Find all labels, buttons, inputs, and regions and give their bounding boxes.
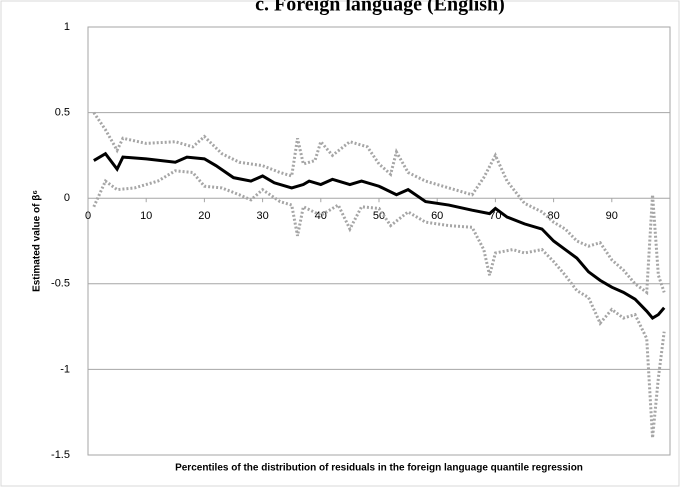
x-tick-label: 10	[140, 210, 152, 222]
x-axis-label: Percentiles of the distribution of resid…	[175, 463, 583, 474]
x-tick-label: 20	[198, 210, 210, 222]
y-tick-label: 1	[64, 21, 70, 33]
y-tick-label: -1.5	[51, 449, 70, 461]
x-tick-label: 0	[85, 210, 91, 222]
x-tick-label: 90	[606, 210, 618, 222]
ci-line	[92, 111, 666, 296]
y-tick-label: 0.5	[55, 107, 70, 119]
estimate-line	[93, 151, 666, 320]
y-tick-label: -1	[60, 363, 70, 375]
y-tick-label: 0	[64, 192, 70, 204]
x-tick-label: 60	[431, 210, 443, 222]
x-tick-label: 40	[315, 210, 327, 222]
x-tick-label: 30	[256, 210, 268, 222]
y-tick-label: -0.5	[51, 278, 70, 290]
chart-title: c. Foreign language (English)	[255, 0, 505, 16]
y-axis-label: Estimated value of β⁶	[32, 190, 43, 292]
